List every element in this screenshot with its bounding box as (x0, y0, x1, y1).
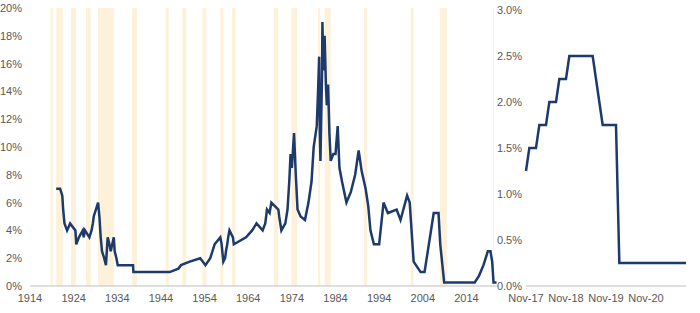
svg-text:12%: 12% (8, 113, 22, 125)
svg-text:4%: 4% (8, 224, 22, 236)
svg-text:1934: 1934 (105, 292, 129, 304)
svg-text:1964: 1964 (236, 292, 260, 304)
svg-text:Nov-20: Nov-20 (628, 292, 663, 304)
svg-text:8%: 8% (8, 169, 22, 181)
svg-text:16%: 16% (8, 58, 22, 70)
svg-text:2004: 2004 (411, 292, 435, 304)
svg-text:0.0%: 0.0% (497, 280, 522, 292)
svg-text:Nov-19: Nov-19 (588, 292, 623, 304)
svg-text:2014: 2014 (454, 292, 478, 304)
svg-text:0.5%: 0.5% (497, 234, 522, 246)
svg-text:6%: 6% (8, 197, 22, 209)
svg-text:1.0%: 1.0% (497, 188, 522, 200)
svg-text:3.0%: 3.0% (497, 4, 522, 16)
svg-text:18%: 18% (8, 30, 22, 42)
svg-text:1984: 1984 (323, 292, 347, 304)
svg-text:1994: 1994 (367, 292, 391, 304)
svg-text:1914: 1914 (18, 292, 42, 304)
svg-text:1944: 1944 (149, 292, 173, 304)
svg-text:Nov-18: Nov-18 (548, 292, 583, 304)
svg-text:20%: 20% (8, 2, 22, 14)
svg-text:2.0%: 2.0% (497, 96, 522, 108)
svg-text:Nov-17: Nov-17 (508, 292, 543, 304)
svg-text:1.5%: 1.5% (497, 142, 522, 154)
svg-text:1954: 1954 (192, 292, 216, 304)
svg-text:2.5%: 2.5% (497, 50, 522, 62)
svg-text:2%: 2% (8, 252, 22, 264)
svg-text:10%: 10% (8, 141, 22, 153)
svg-text:1974: 1974 (280, 292, 304, 304)
svg-text:14%: 14% (8, 85, 22, 97)
svg-text:0%: 0% (8, 280, 22, 292)
svg-text:1924: 1924 (61, 292, 85, 304)
